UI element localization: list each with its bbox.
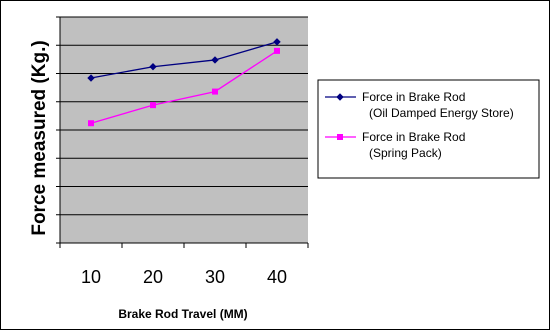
- x-axis-title: Brake Rod Travel (MM): [118, 307, 247, 321]
- series-2-point: [274, 47, 280, 54]
- series-2-point: [150, 102, 156, 109]
- x-tick-label: 20: [143, 267, 163, 287]
- legend-label-1-line2: (Oil Damped Energy Store): [369, 106, 514, 120]
- series-2-point: [212, 88, 218, 95]
- legend-label-2-line2: (Spring Pack): [369, 146, 442, 160]
- plot-area: 10 20 30 40: [56, 16, 309, 287]
- series-1-point: [211, 56, 219, 64]
- series-1-point: [149, 63, 157, 71]
- series-2-point: [88, 120, 94, 127]
- x-tick-label: 40: [267, 267, 287, 287]
- legend-label-1-line1: Force in Brake Rod: [362, 90, 465, 104]
- x-tick-label: 10: [81, 267, 101, 287]
- series-1-point: [87, 74, 95, 82]
- legend-box: [317, 79, 540, 179]
- legend: Force in Brake Rod (Oil Damped Energy Sto…: [317, 79, 540, 179]
- series-line-2: [90, 50, 278, 124]
- legend-label-2-line1: Force in Brake Rod: [362, 130, 465, 144]
- series-1-point: [273, 38, 281, 46]
- x-tick-label: 30: [205, 267, 225, 287]
- legend-key-marker-2: [337, 134, 343, 140]
- y-axis-title: Force measured (Kg.): [29, 40, 50, 235]
- series-line-1: [90, 41, 278, 79]
- legend-key-marker-1: [336, 93, 344, 101]
